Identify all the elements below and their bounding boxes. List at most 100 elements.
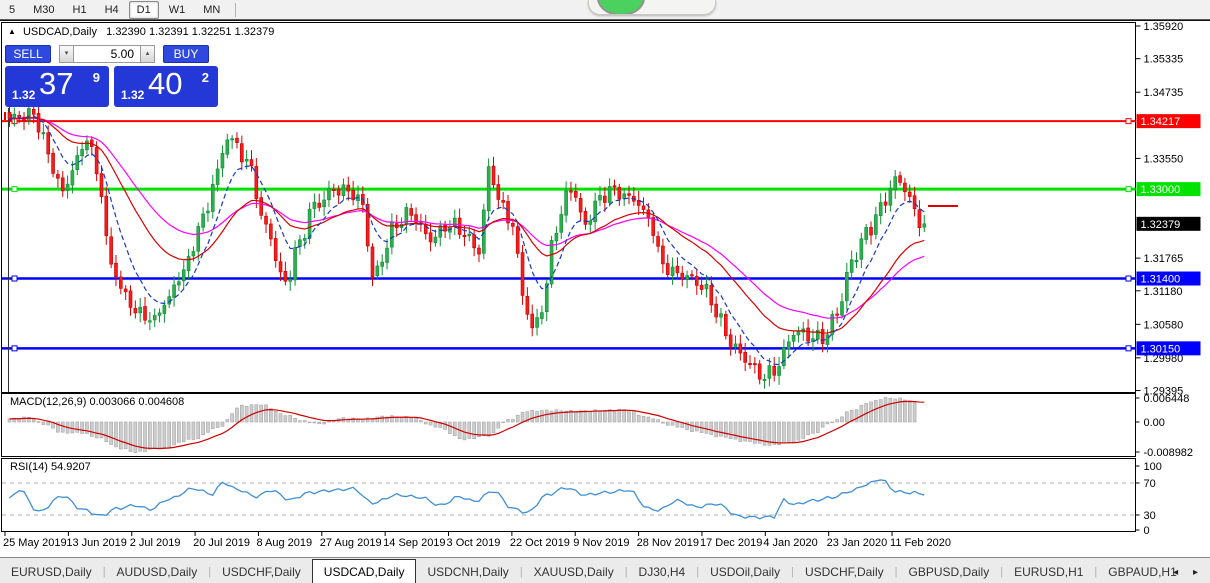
tab-usdcnh-daily[interactable]: USDCNH,Daily <box>427 565 509 579</box>
date-label: 23 Jan 2020 <box>826 537 888 549</box>
line-handle[interactable] <box>1125 118 1132 125</box>
tab-gbpaud-h1[interactable]: GBPAUD,H1 <box>1108 565 1177 579</box>
svg-text:70: 70 <box>1144 478 1156 490</box>
candles-layer <box>7 100 927 389</box>
tab-usdchf-daily[interactable]: USDCHF,Daily <box>222 565 301 579</box>
svg-text:1.31765: 1.31765 <box>1144 253 1184 265</box>
svg-text:1.29395: 1.29395 <box>1144 386 1184 398</box>
recording-indicator <box>588 0 716 15</box>
line-handle[interactable] <box>1125 345 1132 352</box>
window-separator <box>0 20 1210 21</box>
tab-separator: | <box>1000 566 1004 578</box>
timeframe-button-h4[interactable]: H4 <box>104 3 119 16</box>
date-label: 3 Oct 2019 <box>446 537 501 549</box>
svg-text:1.33000: 1.33000 <box>1141 184 1181 196</box>
tab-separator: | <box>102 566 106 578</box>
ma-fast-line <box>9 115 925 366</box>
sell-button[interactable]: SELL <box>5 45 51 63</box>
tab-separator: | <box>624 566 628 578</box>
date-label: 4 Jan 2020 <box>763 537 818 549</box>
buy-price-box[interactable]: 1.32 40 2 <box>114 66 218 107</box>
macd-indicator <box>7 397 925 453</box>
buy-price-big: 40 <box>148 66 183 101</box>
main-pane-border <box>1 22 1136 393</box>
svg-text:1.33550: 1.33550 <box>1144 153 1184 165</box>
rsi-indicator <box>2 479 1136 520</box>
date-label: 25 May 2019 <box>3 537 67 549</box>
timeframe-button-w1[interactable]: W1 <box>168 3 186 16</box>
svg-text:1.29980: 1.29980 <box>1144 353 1184 365</box>
buy-button[interactable]: BUY <box>163 45 209 63</box>
rsi-label: RSI(14) 54.9207 <box>10 461 91 473</box>
price-tag-1.30150: 1.30150 <box>1136 341 1201 356</box>
svg-text:1.31180: 1.31180 <box>1144 286 1183 298</box>
sell-price-sup: 9 <box>92 70 100 85</box>
tab-usdcad-daily[interactable]: USDCAD,Daily <box>311 559 417 583</box>
tab-gbpusd-daily[interactable]: GBPUSD,Daily <box>908 565 990 579</box>
ma-slow-line <box>9 117 925 319</box>
buy-price-base: 1.32 <box>121 88 145 102</box>
line-handle[interactable] <box>11 186 18 193</box>
quote-symbol: USDCAD,Daily <box>22 26 97 38</box>
quote-values: 1.32390 1.32391 1.32251 1.32379 <box>106 26 275 38</box>
date-label: 14 Sep 2019 <box>383 537 446 549</box>
line-handle[interactable] <box>11 275 18 282</box>
rsi-pane-border <box>1 458 1136 532</box>
timeframe-button-d1[interactable]: D1 <box>128 0 159 19</box>
price-tag-1.32379: 1.32379 <box>1136 216 1201 231</box>
svg-text:1.32379: 1.32379 <box>1141 219 1181 231</box>
svg-text:1.31400: 1.31400 <box>1141 274 1181 286</box>
tab-usdchf-daily[interactable]: USDCHF,Daily <box>804 565 884 579</box>
svg-text:0.006448: 0.006448 <box>1144 393 1190 405</box>
volume-increase-button[interactable]: ▴ <box>140 45 155 63</box>
timeframe-button-mn[interactable]: MN <box>203 3 221 16</box>
macd-signal-line <box>9 400 925 450</box>
svg-text:1.30150: 1.30150 <box>1141 343 1181 355</box>
macd-label: MACD(12,26,9) 0.003066 0.004608 <box>10 396 185 408</box>
price-axis: 1.35920 1.35335 1.34735 1.33550 1.31765 1.311… <box>1135 21 1201 537</box>
price-tag-1.33000: 1.33000 <box>1136 182 1201 197</box>
tab-separator: | <box>894 566 898 578</box>
tab-audusd-daily[interactable]: AUDUSD,Daily <box>116 565 198 579</box>
green-dot-icon <box>597 0 645 14</box>
tab-eurusd-daily[interactable]: EURUSD,Daily <box>11 565 92 579</box>
date-label: 27 Aug 2019 <box>319 537 382 549</box>
tab-dj30-h4[interactable]: DJ30,H4 <box>638 565 686 579</box>
timeframe-button-h1[interactable]: H1 <box>72 3 87 16</box>
left-red-mark <box>4 112 6 120</box>
tab-separator: | <box>791 566 794 578</box>
volume-input[interactable] <box>74 45 140 63</box>
tab-eurusd-h1[interactable]: EURUSD,H1 <box>1014 565 1084 579</box>
toolbar-separator <box>235 2 237 17</box>
svg-text:1.35920: 1.35920 <box>1144 21 1184 33</box>
volume-decrease-button[interactable]: ▾ <box>59 45 74 63</box>
date-label: 17 Dec 2019 <box>699 537 763 549</box>
rsi-line <box>9 479 925 520</box>
tab-scroll-arrows[interactable]: ◂ ▸ <box>1173 567 1204 578</box>
line-handle[interactable] <box>11 345 18 352</box>
date-label: 28 Nov 2019 <box>636 537 699 549</box>
price-tag-1.34217: 1.34217 <box>1136 114 1201 129</box>
svg-text:-0.008982: -0.008982 <box>1144 447 1194 459</box>
svg-text:1.34735: 1.34735 <box>1144 87 1184 99</box>
line-handle[interactable] <box>1125 186 1132 193</box>
price-tag-1.31400: 1.31400 <box>1136 271 1201 286</box>
date-label: 8 Aug 2019 <box>256 537 313 549</box>
line-handle[interactable] <box>1125 275 1132 282</box>
tab-usdoil-daily[interactable]: USDOil,Daily <box>710 565 781 579</box>
svg-text:1.35335: 1.35335 <box>1144 54 1184 66</box>
timeframe-button-5[interactable]: 5 <box>9 3 16 16</box>
sell-price-box[interactable]: 1.32 37 9 <box>5 66 109 107</box>
svg-text:1.34217: 1.34217 <box>1141 116 1181 128</box>
one-click-trading-panel: SELL ▾ ▴ BUY 1.32 37 9 1.32 40 2 <box>5 45 227 107</box>
svg-text:0: 0 <box>1144 525 1150 537</box>
svg-text:0.00: 0.00 <box>1144 417 1165 429</box>
tab-separator: | <box>208 566 212 578</box>
date-axis: 25 May 2019 13 Jun 2019 2 Jul 2019 20 Jul 2… <box>0 537 1135 553</box>
ma-medium-line <box>9 116 925 334</box>
tab-xauusd-daily[interactable]: XAUUSD,Daily <box>533 565 614 579</box>
quote-line: ▲ USDCAD,Daily 1.32390 1.32391 1.32251 1… <box>8 26 274 38</box>
timeframe-button-m30[interactable]: M30 <box>33 3 55 16</box>
date-label: 9 Nov 2019 <box>573 537 630 549</box>
